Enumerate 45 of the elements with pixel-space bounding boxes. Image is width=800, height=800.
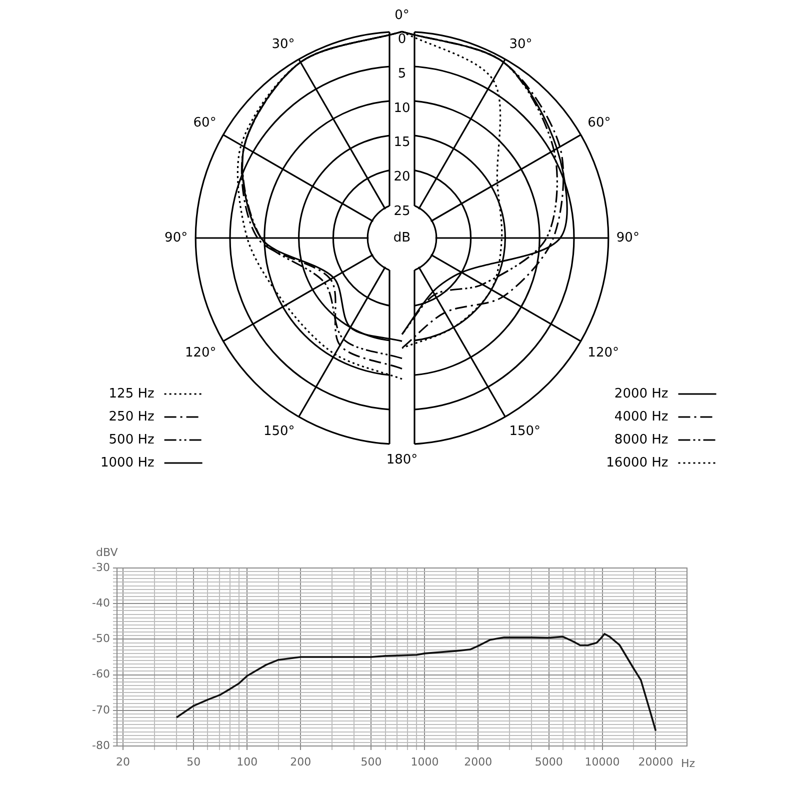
y-tick-label: -50 (92, 632, 110, 646)
spoke-label: 150° (263, 424, 295, 439)
x-tick-label: 10000 (584, 755, 620, 768)
spoke-label: 90° (616, 230, 640, 246)
spoke-label: 60° (193, 115, 216, 130)
spoke-label: 0° (394, 8, 410, 24)
y-tick-label: 0 (398, 32, 406, 47)
x-tick-label: 20 (116, 755, 130, 768)
y-tick-label: 10 (394, 100, 410, 116)
y-tick-label: -80 (92, 738, 110, 752)
spoke-label: 120° (184, 345, 216, 360)
spoke-label: 30° (272, 36, 295, 52)
x-tick-label: 500 (360, 755, 382, 768)
legend-label: 4000 Hz (614, 409, 668, 424)
legend-label: 2000 Hz (614, 386, 668, 402)
legend-label: 500 Hz (108, 432, 154, 448)
y-tick-label: -60 (92, 668, 110, 681)
y-axis-title: dBV (96, 546, 118, 559)
spoke-label: 120° (588, 345, 620, 360)
x-tick-label: 100 (236, 755, 258, 768)
spoke-label: 150° (509, 424, 541, 439)
y-tick-label: 15 (394, 135, 410, 150)
text: dB (393, 230, 411, 246)
y-tick-label: 20 (394, 170, 410, 185)
x-tick-label: 200 (290, 755, 312, 768)
x-tick-label: 1000 (410, 755, 439, 768)
legend-label: 8000 Hz (614, 432, 668, 448)
legend-label: 16000 Hz (606, 455, 668, 470)
x-tick-label: 20000 (638, 755, 674, 768)
x-tick-label: 5000 (534, 755, 563, 768)
x-axis-title: Hz (681, 756, 696, 770)
legend-label: 250 Hz (108, 409, 154, 424)
spoke-label: 30° (509, 36, 532, 52)
y-tick-label: -40 (92, 596, 110, 610)
y-tick-label: -30 (92, 560, 110, 574)
spoke-label: 60° (588, 115, 611, 130)
x-tick-label: 50 (186, 755, 201, 768)
y-tick-label: -70 (92, 703, 110, 716)
x-tick-label: 2000 (464, 755, 492, 768)
spoke-label: 90° (164, 230, 188, 246)
legend-label: 1000 Hz (100, 455, 154, 470)
y-tick-label: 25 (394, 204, 410, 219)
spoke-label: 180° (386, 452, 418, 468)
y-tick-label: 5 (398, 66, 406, 82)
legend-label: 125 Hz (108, 386, 154, 402)
